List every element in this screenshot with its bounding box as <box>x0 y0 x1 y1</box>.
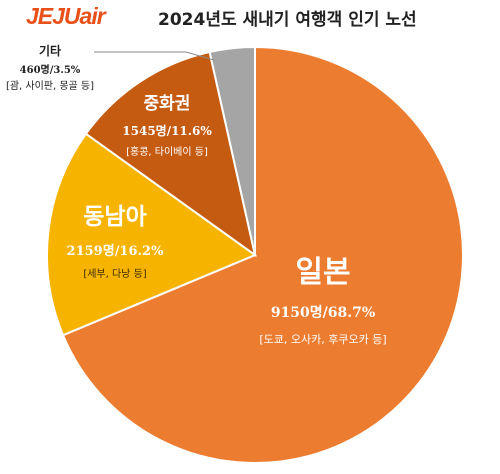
slice-label-japan-detail: [도쿄, 오사카, 후쿠오카 등] <box>259 333 386 346</box>
slice-label-japan-value: 9150명/68.7% <box>271 304 375 321</box>
jejuair-logo: JEJUair <box>26 3 106 29</box>
slice-label-greater-china-detail: [홍콩, 타이베이 등] <box>126 145 208 158</box>
slice-label-southeast-asia-detail: [세부, 다낭 등] <box>83 268 146 280</box>
slice-label-other-detail: [괌, 사이판, 몽골 등] <box>6 80 94 92</box>
slice-label-southeast-asia-value: 2159명/16.2% <box>67 243 165 259</box>
slice-label-japan-name: 일본 <box>295 255 350 290</box>
pie-slice-greater-china <box>84 50 257 258</box>
leader-lines <box>94 51 215 61</box>
chart-title: 2024년도 새내기 여행객 인기 노선 <box>158 10 417 30</box>
slice-label-southeast-asia-name: 동남아 <box>83 204 146 230</box>
pie-slice-other <box>208 45 256 256</box>
slice-label-greater-china-name: 중화권 <box>144 94 191 114</box>
slice-label-other-name: 기타 <box>39 43 61 58</box>
pie-slice-southeast-asia <box>46 132 258 337</box>
slice-labels: 일본 9150명/68.7% [도쿄, 오사카, 후쿠오카 등] 동남아 2159명/1… <box>6 43 387 346</box>
slice-label-other-value: 460명/3.5% <box>20 63 81 76</box>
pie-slices <box>46 45 464 464</box>
slice-label-greater-china-value: 1545명/11.6% <box>122 124 212 138</box>
chart-header: JEJUair 2024년도 새내기 여행객 인기 노선 <box>0 0 500 34</box>
leader-line-other <box>94 51 215 61</box>
pie-slice-japan <box>61 45 464 464</box>
